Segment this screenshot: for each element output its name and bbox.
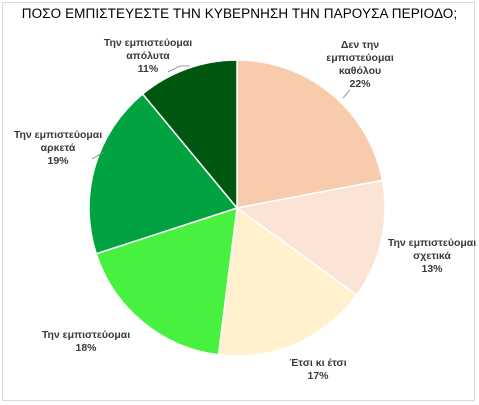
pie-slices — [88, 59, 386, 357]
slice-label: Την εμπιστεύομαι 18% — [42, 329, 130, 354]
pie-slice — [88, 92, 239, 255]
slice-label: Δεν την εμπιστεύομαι καθόλου 22% — [326, 39, 394, 90]
leader-line — [91, 151, 105, 160]
pie-slice — [236, 59, 384, 209]
pie-slice — [217, 206, 358, 357]
slice-label: Την εμπιστεύομαι απόλυτα 11% — [104, 37, 192, 75]
pie-slice — [141, 59, 238, 211]
leader-line — [342, 89, 351, 99]
leader-line — [167, 65, 190, 73]
chart-title: ΠΟΣΟ ΕΜΠΙΣΤΕΥΕΣΤΕ ΤΗΝ ΚΥΒΕΡΝΗΣΗ ΤΗΝ ΠΑΡΟ… — [21, 6, 458, 21]
slice-label: Την εμπιστεύομαι αρκετά 19% — [14, 129, 102, 167]
slice-label: Την εμπιστεύομαι σχετικά 13% — [388, 237, 476, 275]
leader-lines — [91, 65, 351, 160]
slice-label: Έτσι κι έτσι 17% — [289, 357, 346, 382]
pie-slice — [235, 179, 386, 297]
pie-slice — [95, 206, 238, 356]
pie-labels: Δεν την εμπιστεύομαι καθόλου 22% Την εμπιστε… — [14, 37, 476, 382]
